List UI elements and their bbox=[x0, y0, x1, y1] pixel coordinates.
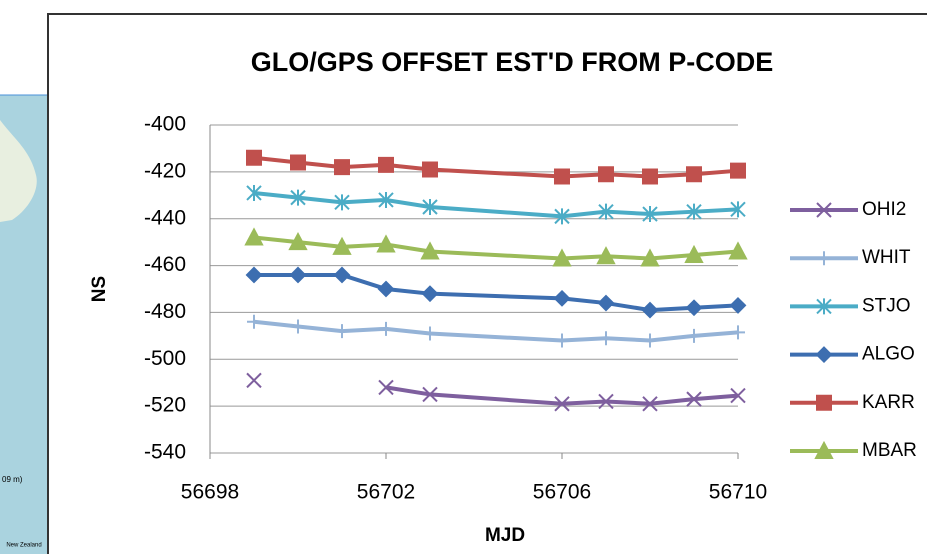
y-tick-label: -420 bbox=[144, 159, 186, 182]
marker bbox=[643, 170, 657, 184]
legend-label: KARR bbox=[862, 392, 915, 413]
marker bbox=[687, 167, 701, 181]
legend-label: ALGO bbox=[862, 344, 915, 365]
legend-label: STJO bbox=[862, 295, 911, 316]
marker bbox=[379, 158, 393, 172]
marker bbox=[423, 163, 437, 177]
marker bbox=[335, 160, 349, 174]
x-tick-label: 56706 bbox=[533, 481, 591, 504]
y-tick-label: -480 bbox=[144, 300, 186, 323]
x-tick-label: 56698 bbox=[181, 481, 239, 504]
y-tick-label: -400 bbox=[144, 113, 186, 136]
page: 09 m) New Zealand GLO/GPS OFFSET EST'D F… bbox=[0, 0, 927, 554]
x-tick-label: 56702 bbox=[357, 481, 415, 504]
y-axis-label: NS bbox=[89, 276, 110, 302]
marker bbox=[291, 155, 305, 169]
y-tick-label: -520 bbox=[144, 394, 186, 417]
chart-title: GLO/GPS OFFSET EST'D FROM P-CODE bbox=[251, 47, 773, 77]
y-tick-label: -500 bbox=[144, 347, 186, 370]
y-tick-label: -440 bbox=[144, 206, 186, 229]
x-axis-label: MJD bbox=[485, 525, 525, 546]
y-tick-label: -460 bbox=[144, 253, 186, 276]
map-label: 09 m) bbox=[2, 475, 23, 484]
chart-frame bbox=[48, 14, 927, 554]
marker bbox=[599, 167, 613, 181]
marker bbox=[817, 396, 831, 410]
legend-label: MBAR bbox=[862, 440, 917, 461]
marker bbox=[555, 170, 569, 184]
marker bbox=[731, 164, 745, 178]
chart: 09 m) New Zealand GLO/GPS OFFSET EST'D F… bbox=[0, 0, 927, 554]
legend-label: OHI2 bbox=[862, 199, 906, 220]
map-label: New Zealand bbox=[6, 543, 41, 549]
y-tick-label: -540 bbox=[144, 441, 186, 464]
legend-label: WHIT bbox=[862, 247, 911, 268]
x-tick-label: 56710 bbox=[709, 481, 767, 504]
marker bbox=[247, 151, 261, 165]
